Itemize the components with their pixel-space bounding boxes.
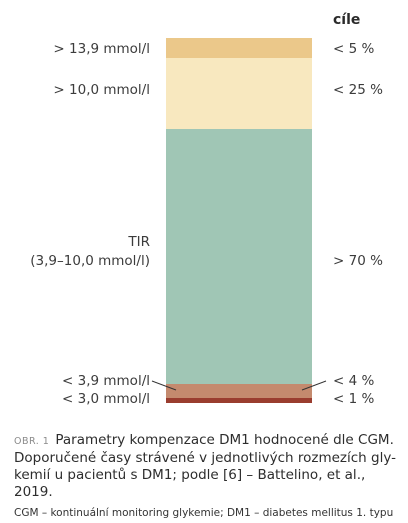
caption-footnote: CGM – kontinuální monitoring glykemie; D…	[14, 507, 394, 519]
target-in-range: > 70 %	[333, 253, 383, 269]
segment-very-high	[166, 38, 312, 58]
target-very-low: < 1 %	[333, 391, 375, 407]
caption-line-3: kemií u pacientů s DM1; podle [6] – Batt…	[14, 467, 366, 500]
target-high: < 25 %	[333, 82, 383, 98]
label-very-high: > 13,9 mmol/l	[53, 41, 150, 57]
caption-prefix: OBR. 1	[14, 436, 50, 447]
segment-low	[166, 384, 312, 398]
label-tir-range: (3,9–10,0 mmol/l)	[30, 253, 150, 269]
label-very-low: < 3,0 mmol/l	[62, 391, 150, 407]
leader-line-right	[301, 380, 327, 391]
label-tir: TIR	[128, 234, 150, 250]
segment-very-low	[166, 398, 312, 403]
figure-caption: OBR. 1 Parametry kompenzace DM1 hodnocené…	[14, 432, 400, 520]
label-low: < 3,9 mmol/l	[62, 373, 150, 389]
leader-line-left	[151, 380, 177, 391]
caption-line-2: Doporučené časy strávené v jednotlivých …	[14, 450, 396, 466]
label-high: > 10,0 mmol/l	[53, 82, 150, 98]
segment-high	[166, 58, 312, 129]
segment-in-range	[166, 129, 312, 384]
caption-title: Parametry kompenzace DM1 hodnocené dle C…	[55, 432, 394, 448]
caption-line-1: OBR. 1 Parametry kompenzace DM1 hodnocené…	[14, 432, 400, 450]
targets-heading: cíle	[333, 12, 361, 28]
target-very-high: < 5 %	[333, 41, 375, 57]
target-low: < 4 %	[333, 373, 375, 389]
